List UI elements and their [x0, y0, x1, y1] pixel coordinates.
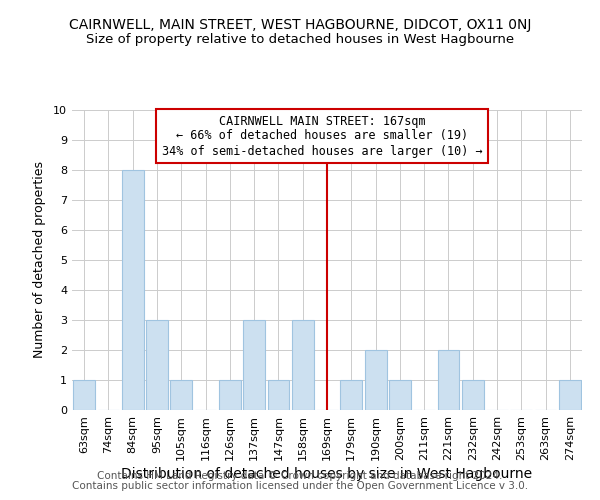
Bar: [170, 380, 192, 410]
X-axis label: Distribution of detached houses by size in West Hagbourne: Distribution of detached houses by size …: [121, 467, 533, 481]
Bar: [73, 380, 95, 410]
Bar: [243, 320, 265, 410]
Bar: [146, 320, 168, 410]
Text: Contains public sector information licensed under the Open Government Licence v : Contains public sector information licen…: [72, 481, 528, 491]
Text: CAIRNWELL MAIN STREET: 167sqm
← 66% of detached houses are smaller (19)
34% of s: CAIRNWELL MAIN STREET: 167sqm ← 66% of d…: [162, 114, 482, 158]
Bar: [389, 380, 411, 410]
Text: Contains HM Land Registry data © Crown copyright and database right 2024.: Contains HM Land Registry data © Crown c…: [97, 471, 503, 481]
Bar: [437, 350, 460, 410]
Bar: [559, 380, 581, 410]
Bar: [268, 380, 289, 410]
Bar: [340, 380, 362, 410]
Bar: [365, 350, 386, 410]
Text: CAIRNWELL, MAIN STREET, WEST HAGBOURNE, DIDCOT, OX11 0NJ: CAIRNWELL, MAIN STREET, WEST HAGBOURNE, …: [69, 18, 531, 32]
Bar: [462, 380, 484, 410]
Bar: [219, 380, 241, 410]
Text: Size of property relative to detached houses in West Hagbourne: Size of property relative to detached ho…: [86, 32, 514, 46]
Bar: [292, 320, 314, 410]
Y-axis label: Number of detached properties: Number of detached properties: [33, 162, 46, 358]
Bar: [122, 170, 143, 410]
